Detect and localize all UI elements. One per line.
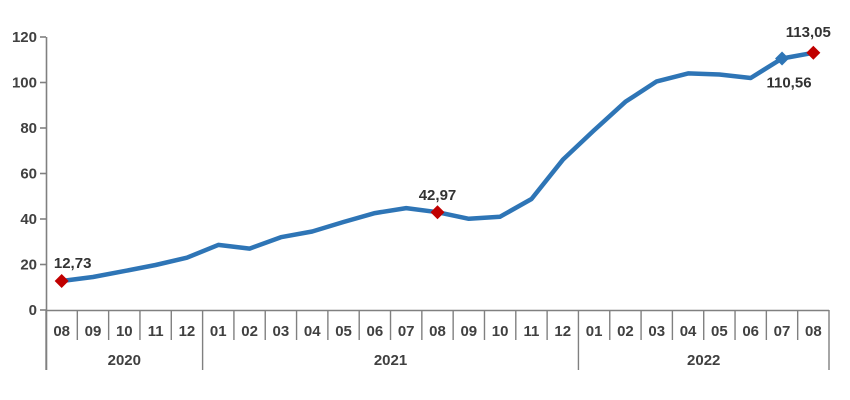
y-tick-label: 120 <box>12 29 37 46</box>
y-tick-label: 100 <box>12 75 37 92</box>
x-month-label: 06 <box>742 323 759 340</box>
data-point-label: 113,05 <box>786 24 831 41</box>
x-month-label: 05 <box>335 323 352 340</box>
y-tick-label: 80 <box>20 120 37 137</box>
x-month-label: 10 <box>116 323 133 340</box>
x-month-label: 10 <box>492 323 509 340</box>
x-month-label: 08 <box>429 323 446 340</box>
x-month-label: 01 <box>210 323 227 340</box>
y-tick-label: 60 <box>20 166 37 183</box>
x-month-label: 08 <box>805 323 822 340</box>
x-month-label: 05 <box>711 323 728 340</box>
data-line <box>59 50 816 284</box>
data-point-marker <box>806 45 821 60</box>
y-tick-label: 40 <box>20 211 37 228</box>
y-tick-label: 0 <box>29 302 37 319</box>
x-month-label: 02 <box>617 323 634 340</box>
x-month-label: 03 <box>273 323 290 340</box>
data-point-label: 110,56 <box>766 74 811 91</box>
x-year-label: 2022 <box>687 352 720 369</box>
x-month-label: 09 <box>85 323 102 340</box>
x-year-label: 2020 <box>108 352 141 369</box>
x-month-label: 04 <box>304 323 321 340</box>
x-month-label: 11 <box>524 323 540 340</box>
x-month-label: 07 <box>398 323 415 340</box>
x-month-label: 01 <box>586 323 603 340</box>
data-point-marker <box>54 274 69 289</box>
x-month-label: 11 <box>148 323 164 340</box>
x-year-label: 2021 <box>374 352 407 369</box>
y-tick-label: 20 <box>20 257 37 274</box>
x-month-label: 06 <box>367 323 384 340</box>
data-point-label: 42,97 <box>419 187 457 204</box>
data-point-marker <box>430 205 445 220</box>
x-month-label: 09 <box>460 323 477 340</box>
data-point-label: 12,73 <box>54 255 92 272</box>
x-month-label: 12 <box>179 323 196 340</box>
x-month-label: 02 <box>241 323 258 340</box>
data-point-marker <box>775 51 790 66</box>
x-month-label: 07 <box>774 323 791 340</box>
x-month-label: 12 <box>554 323 571 340</box>
x-month-label: 08 <box>53 323 70 340</box>
x-month-label: 03 <box>648 323 665 340</box>
x-month-label: 04 <box>680 323 697 340</box>
